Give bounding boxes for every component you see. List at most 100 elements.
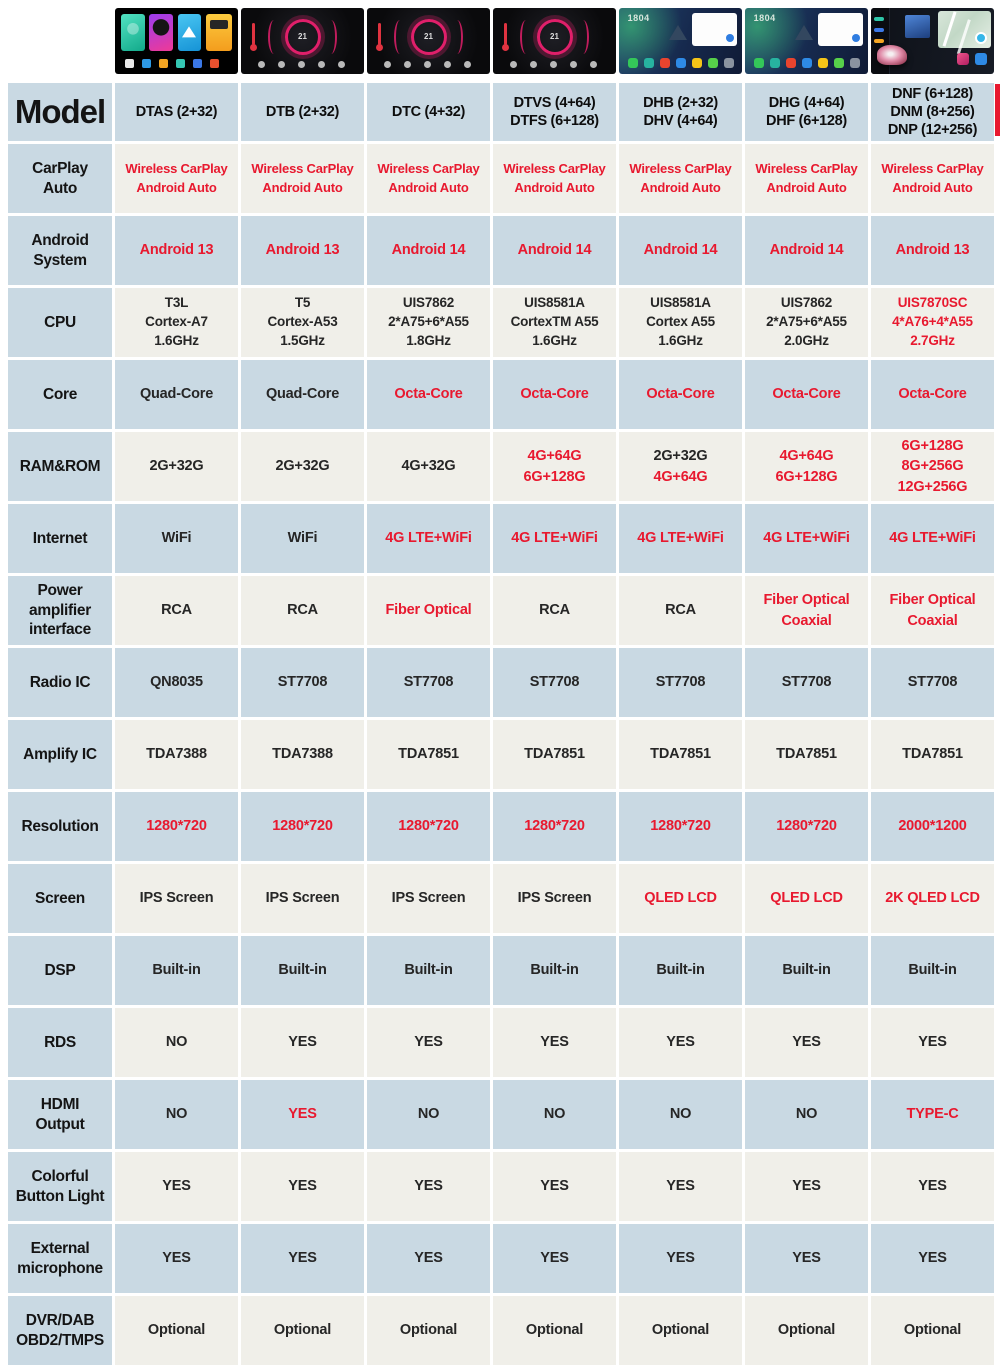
spec-value: Optional — [777, 1322, 836, 1339]
spec-cell: NO — [619, 1080, 742, 1149]
spec-cell: 2G+32G 4G+64G — [619, 432, 742, 501]
map-car-icon — [877, 44, 907, 65]
spec-value: UIS8581A Cortex A55 1.6GHz — [646, 295, 715, 348]
spec-comparison-table: 21 21 21 1804 1804 Model DTAS (2+32) DTB (2+32)… — [8, 8, 994, 1365]
spec-value: Wireless CarPlay Android Auto — [755, 161, 858, 195]
spec-cell: Wireless CarPlay Android Auto — [115, 144, 238, 213]
spec-value: YES — [918, 1178, 947, 1195]
spec-value: Octa-Core — [646, 386, 715, 403]
spec-cell: Built-in — [241, 936, 364, 1005]
spec-cell: QLED LCD — [745, 864, 868, 933]
spec-value: TDA7388 — [146, 746, 207, 763]
spec-value: 4G LTE+WiFi — [763, 530, 850, 547]
spec-cell: 4G LTE+WiFi — [745, 504, 868, 573]
spec-value: YES — [288, 1034, 317, 1051]
gauge-arcL-icon — [394, 19, 406, 54]
spec-value: Wireless CarPlay Android Auto — [125, 161, 228, 195]
spec-cell: 2000*1200 — [871, 792, 994, 861]
spec-value: QLED LCD — [770, 890, 843, 907]
spec-cell: YES — [241, 1008, 364, 1077]
spec-value: Fiber Optical Coaxial — [889, 592, 976, 629]
spec-cell: Built-in — [493, 936, 616, 1005]
tiles-t3-icon — [177, 13, 202, 51]
spec-value: NO — [795, 1106, 818, 1123]
spec-cell: Android 14 — [493, 216, 616, 285]
spec-value: Android 14 — [517, 242, 592, 259]
gauge-arcL-icon — [520, 19, 532, 54]
spec-cell: QN8035 — [115, 648, 238, 717]
spec-value: YES — [414, 1250, 443, 1267]
spec-cell: 1280*720 — [367, 792, 490, 861]
spec-cell: TDA7851 — [619, 720, 742, 789]
spec-value: 2G+32G — [275, 458, 330, 475]
nav-clock-icon: 1804 — [753, 12, 776, 23]
spec-cell: 4G+32G — [367, 432, 490, 501]
spec-value: Wireless CarPlay Android Auto — [377, 161, 480, 195]
gauge-therm-icon — [502, 22, 510, 52]
spec-cell: YES — [241, 1224, 364, 1293]
spec-cell: UIS7862 2*A75+6*A55 1.8GHz — [367, 288, 490, 357]
spec-cell: ST7708 — [367, 648, 490, 717]
spec-value: YES — [414, 1178, 443, 1195]
tiles-t1-icon — [121, 13, 145, 51]
spec-cell: NO — [367, 1080, 490, 1149]
spec-value: ST7708 — [781, 674, 832, 691]
spec-cell: 2G+32G — [241, 432, 364, 501]
row-label: DSP — [8, 936, 112, 1005]
spec-cell: Android 13 — [871, 216, 994, 285]
spec-value: YES — [666, 1178, 695, 1195]
model-name-cell: DHG (4+64) DHF (6+128) — [745, 83, 868, 141]
nav-dockc-icon — [753, 58, 764, 69]
spec-cell: IPS Screen — [367, 864, 490, 933]
spec-value: 4G LTE+WiFi — [637, 530, 724, 547]
spec-cell: Built-in — [745, 936, 868, 1005]
row-label: Power amplifier interface — [8, 576, 112, 645]
spec-value: 4G LTE+WiFi — [511, 530, 598, 547]
product-image-nav: 1804 — [745, 8, 868, 74]
spec-value: NO — [669, 1106, 692, 1123]
model-name-cell: DTB (2+32) — [241, 83, 364, 141]
spec-cell: UIS7870SC 4*A76+4*A55 2.7GHz — [871, 288, 994, 357]
spec-value: 2G+32G — [149, 458, 204, 475]
spec-cell: RCA — [115, 576, 238, 645]
spec-cell: ST7708 — [871, 648, 994, 717]
spec-value: RCA — [539, 602, 570, 619]
spec-value: Android 13 — [265, 242, 340, 259]
nav-card-icon — [817, 12, 864, 46]
model-name-cell: DTAS (2+32) — [115, 83, 238, 141]
spec-cell: WiFi — [115, 504, 238, 573]
spec-value: Wireless CarPlay Android Auto — [881, 161, 984, 195]
spec-value: Android 14 — [643, 242, 718, 259]
spec-value: Octa-Core — [772, 386, 841, 403]
spec-cell: Android 14 — [367, 216, 490, 285]
spec-value: YES — [162, 1250, 191, 1267]
spec-value: NO — [165, 1106, 188, 1123]
spec-cell: Wireless CarPlay Android Auto — [619, 144, 742, 213]
spec-cell: Fiber Optical — [367, 576, 490, 645]
row-label: Screen — [8, 864, 112, 933]
spec-cell: ST7708 — [745, 648, 868, 717]
row-label: CPU — [8, 288, 112, 357]
spec-value: Octa-Core — [394, 386, 463, 403]
spec-value: ST7708 — [403, 674, 454, 691]
spec-value: NO — [165, 1034, 188, 1051]
spec-cell: 4G LTE+WiFi — [871, 504, 994, 573]
spec-value: Android 13 — [139, 242, 214, 259]
spec-value: RCA — [161, 602, 192, 619]
spec-cell: UIS8581A Cortex A55 1.6GHz — [619, 288, 742, 357]
spec-cell: Fiber Optical Coaxial — [871, 576, 994, 645]
model-name-cell: DHB (2+32) DHV (4+64) — [619, 83, 742, 141]
spec-cell: Wireless CarPlay Android Auto — [871, 144, 994, 213]
spec-cell: 1280*720 — [115, 792, 238, 861]
row-label: RAM&ROM — [8, 432, 112, 501]
spec-cell: TDA7851 — [367, 720, 490, 789]
spec-cell: Built-in — [367, 936, 490, 1005]
spec-value: 6G+128G 8G+256G 12G+256G — [897, 438, 968, 495]
spec-cell: Optional — [115, 1296, 238, 1365]
spec-value: YES — [162, 1178, 191, 1195]
spec-value: YES — [918, 1034, 947, 1051]
spec-cell: TDA7388 — [115, 720, 238, 789]
spec-value: Built-in — [404, 962, 453, 979]
spec-value: Android 14 — [391, 242, 466, 259]
product-image-nav: 1804 — [619, 8, 742, 74]
